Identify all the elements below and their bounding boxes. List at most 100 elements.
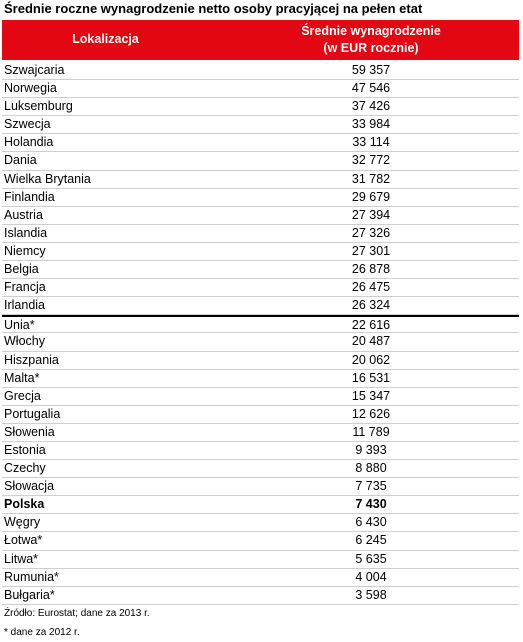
salary-value: 16 531 [351, 370, 391, 385]
table-notes: Źródło: Eurostat; dane za 2013 r. * dane… [4, 604, 150, 642]
country-name: Irlandia [4, 298, 45, 313]
salary-value: 32 772 [351, 153, 391, 168]
country-name: Litwa* [4, 551, 39, 566]
country-name: Łotwa* [4, 533, 43, 548]
salary-value: 4 004 [355, 569, 387, 584]
salary-value: 37 426 [351, 99, 391, 114]
country-name: Unia* [4, 318, 35, 333]
country-name: Grecja [4, 388, 41, 403]
country-name: Portugalia [4, 406, 61, 421]
table-row: Grecja 15 347 [2, 388, 519, 406]
salary-value: 11 789 [352, 424, 390, 439]
salary-value: 7 735 [355, 479, 387, 494]
table-row: Węgry 6 430 [2, 514, 519, 533]
table-row: Wielka Brytania 31 782 [2, 171, 519, 189]
table-row: Szwajcaria 59 357 [2, 62, 519, 81]
table-row: Bułgaria* 3 598 [2, 587, 519, 605]
column-header-salary-line1: Średnie wynagrodzenie [301, 24, 441, 38]
salary-value: 5 635 [355, 551, 387, 566]
table-row: Holandia 33 114 [2, 134, 519, 153]
table-row: Litwa* 5 635 [2, 551, 519, 569]
salary-value: 22 616 [351, 318, 391, 333]
salary-value: 12 626 [351, 406, 391, 421]
salary-value: 7 430 [355, 497, 387, 512]
table-row: Irlandia 26 324 [2, 297, 519, 316]
column-header-salary: Średnie wynagrodzenie (w EUR rocznie) [226, 23, 516, 57]
table-row: Polska 7 430 [2, 496, 519, 515]
table-row: Austria 27 394 [2, 207, 519, 225]
table-row: Słowenia 11 789 [2, 424, 519, 442]
table-row: Słowacja 7 735 [2, 478, 519, 497]
salary-value: 20 062 [351, 352, 391, 367]
salary-value: 47 546 [351, 81, 391, 96]
country-name: Słowacja [4, 479, 55, 494]
table-row: Estonia 9 393 [2, 442, 519, 461]
country-name: Szwecja [4, 117, 51, 132]
source-note: Źródło: Eurostat; dane za 2013 r. [4, 608, 150, 619]
country-name: Malta* [4, 370, 40, 385]
table-row: Luksemburg 37 426 [2, 98, 519, 117]
salary-value: 9 393 [355, 442, 387, 457]
country-name: Słowenia [4, 424, 55, 439]
salary-value: 27 394 [351, 207, 391, 222]
table-row: Dania 32 772 [2, 152, 519, 171]
table-row: Islandia 27 326 [2, 225, 519, 243]
country-name: Włochy [4, 334, 45, 349]
country-name: Belgia [4, 262, 39, 277]
column-header-location: Lokalizacja [72, 32, 139, 46]
salary-value: 26 878 [351, 262, 391, 277]
country-name: Holandia [4, 135, 54, 150]
salary-value: 20 487 [351, 334, 391, 349]
country-name: Węgry [4, 515, 41, 530]
country-name: Polska [4, 497, 45, 512]
salary-value: 31 782 [351, 171, 391, 186]
salary-value: 29 679 [351, 189, 391, 204]
country-name: Hiszpania [4, 352, 59, 367]
country-name: Bułgaria* [4, 587, 55, 602]
table-row: Rumunia* 4 004 [2, 569, 519, 587]
table-title: Średnie roczne wynagrodzenie netto osoby… [4, 1, 423, 16]
salary-value: 6 245 [355, 533, 387, 548]
table-row: Belgia 26 878 [2, 261, 519, 280]
table-row: Unia* 22 616 [2, 315, 519, 334]
salary-value: 15 347 [351, 388, 391, 403]
country-name: Wielka Brytania [4, 171, 91, 186]
country-name: Estonia [4, 442, 46, 457]
country-name: Finlandia [4, 189, 55, 204]
table-row: Norwegia 47 546 [2, 80, 519, 99]
country-name: Francja [4, 280, 46, 295]
salary-value: 27 301 [351, 243, 391, 258]
table-row: Włochy 20 487 [2, 333, 519, 352]
salary-value: 26 324 [351, 298, 391, 313]
salary-value: 59 357 [351, 63, 391, 77]
table-row: Niemcy 27 301 [2, 243, 519, 262]
salary-value: 6 430 [355, 515, 387, 530]
table-row: Malta* 16 531 [2, 370, 519, 388]
country-name: Norwegia [4, 81, 57, 96]
table-row: Łotwa* 6 245 [2, 532, 519, 551]
country-name: Rumunia* [4, 569, 59, 584]
country-name: Luksemburg [4, 99, 73, 114]
country-name: Niemcy [4, 243, 46, 258]
table-row: Szwecja 33 984 [2, 116, 519, 135]
salary-value: 26 475 [351, 280, 391, 295]
table-row: Portugalia 12 626 [2, 406, 519, 424]
table-header: Lokalizacja Średnie wynagrodzenie (w EUR… [2, 20, 519, 60]
footnote: * dane za 2012 r. [4, 627, 80, 638]
salary-value: 33 984 [351, 117, 391, 132]
salary-value: 3 598 [355, 587, 387, 602]
salary-value: 8 880 [355, 461, 387, 476]
country-name: Szwajcaria [4, 63, 65, 77]
salary-value: 27 326 [351, 225, 391, 240]
table-row: Finlandia 29 679 [2, 189, 519, 207]
country-name: Islandia [4, 225, 48, 240]
table-body: Szwajcaria 59 357 Norwegia 47 546 Luksemburg… [2, 62, 519, 605]
country-name: Czechy [4, 461, 46, 476]
salary-value: 33 114 [352, 135, 390, 150]
column-header-salary-line2: (w EUR rocznie) [323, 41, 419, 55]
country-name: Austria [4, 207, 43, 222]
country-name: Dania [4, 153, 37, 168]
table-row: Francja 26 475 [2, 279, 519, 298]
table-row: Hiszpania 20 062 [2, 352, 519, 370]
table-row: Czechy 8 880 [2, 460, 519, 479]
